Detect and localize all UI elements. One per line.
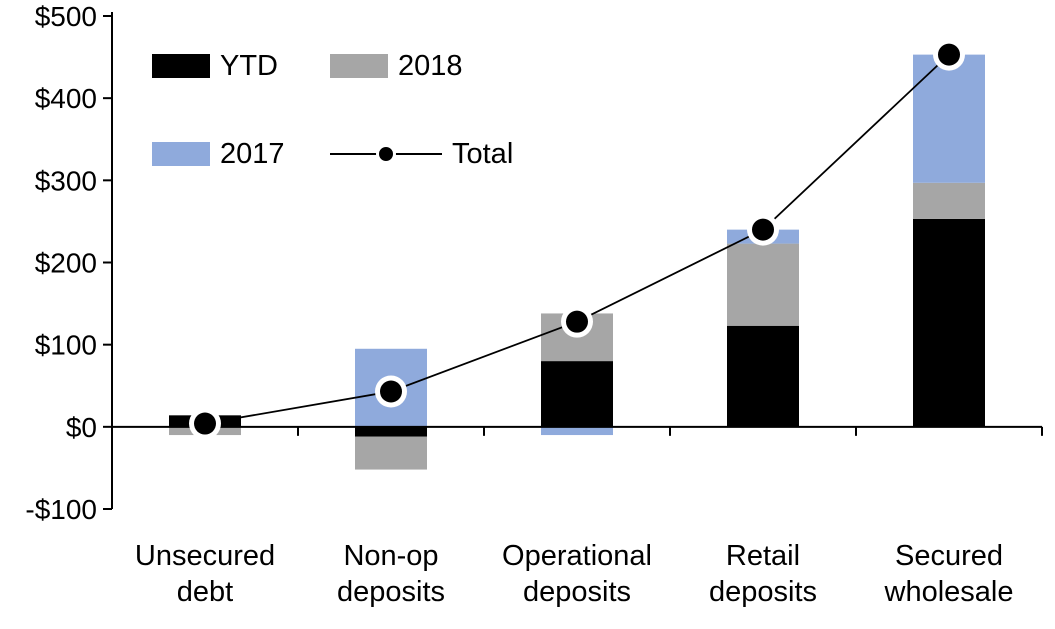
bar-segment-YTD-1 (355, 426, 427, 437)
bar-segment-2018-1 (355, 436, 427, 470)
y-axis-tick-label: $300 (35, 165, 97, 196)
legend-item-total: Total (330, 138, 514, 170)
legend-total-dot-icon (376, 144, 396, 164)
legend-item-ytd: YTD (152, 50, 330, 82)
bar-segment-YTD-3 (727, 325, 799, 427)
legend-label-2018: 2018 (398, 50, 463, 82)
y-axis-tick-label: $400 (35, 83, 97, 114)
x-category-label: Unsecured debt (135, 540, 275, 608)
bar-segment-YTD-4 (913, 218, 985, 427)
total-marker-0 (194, 412, 216, 435)
y-axis-tick-label: $500 (35, 1, 97, 32)
total-marker-3 (752, 218, 774, 241)
y-axis-tick-label: $200 (35, 248, 97, 279)
total-marker-1 (380, 380, 402, 403)
x-category-label: Operational deposits (502, 540, 652, 608)
total-marker-4 (938, 43, 960, 66)
x-category-label: Non-op deposits (337, 540, 445, 608)
legend-label-ytd: YTD (220, 50, 278, 82)
legend-item-2017: 2017 (152, 138, 330, 170)
total-marker-2 (566, 310, 588, 333)
bar-segment-2018-4 (913, 182, 985, 219)
legend-swatch-2017 (152, 142, 210, 166)
bar-segment-2018-3 (727, 243, 799, 326)
legend-label-2017: 2017 (220, 138, 285, 170)
bar-segment-2017-2 (541, 426, 613, 436)
bar-segment-2017-4 (913, 54, 985, 183)
legend-item-2018: 2018 (330, 50, 513, 82)
legend: YTD 2018 2017 Total (152, 50, 514, 170)
legend-swatch-2018 (330, 54, 388, 78)
legend-label-total: Total (452, 138, 514, 170)
y-axis-tick-label: $100 (35, 330, 97, 361)
y-axis-tick-label: $0 (66, 412, 97, 443)
legend-total-line-marker (330, 142, 442, 166)
x-category-label: Secured wholesale (884, 540, 1014, 608)
x-category-label: Retail deposits (709, 540, 817, 608)
y-axis-tick-label: -$100 (25, 494, 97, 525)
bar-segment-YTD-2 (541, 361, 613, 427)
legend-swatch-ytd (152, 54, 210, 78)
